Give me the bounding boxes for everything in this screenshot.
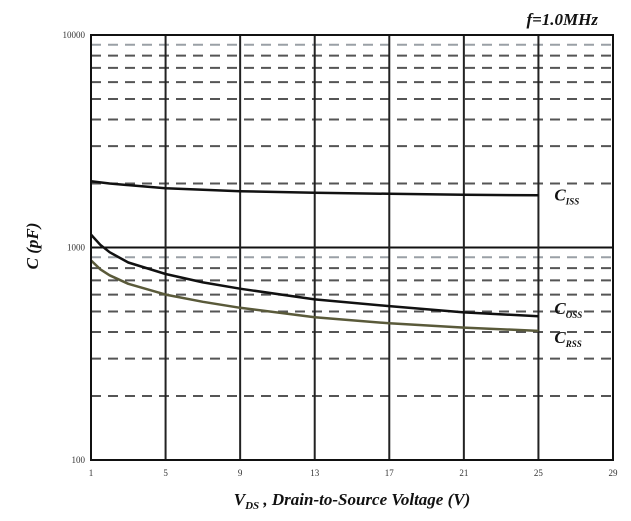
series-label-main: C <box>554 328 566 347</box>
y-tick-labels: 10000 1000 100 <box>63 30 86 465</box>
plot-frame <box>90 34 614 461</box>
x-axis-label: VDS , Drain-to-Source Voltage (V) <box>234 490 471 512</box>
x-axis-label-sub: DS <box>244 500 259 512</box>
series-label-sub: OSS <box>566 310 583 320</box>
x-axis-label-rest: , Drain-to-Source Voltage (V) <box>259 490 470 509</box>
series-label-rss: CRSS <box>554 328 581 349</box>
x-tick-labels: 1 5 9 13 17 21 25 29 <box>89 468 618 478</box>
x-tick-label: 5 <box>163 468 168 478</box>
series-label-sub: ISS <box>565 196 580 206</box>
series-line-oss <box>90 233 539 318</box>
x-tick-label: 13 <box>310 468 320 478</box>
x-tick-label: 29 <box>609 468 619 478</box>
frequency-annotation: f=1.0MHz <box>526 10 598 29</box>
series-line-rss <box>90 259 539 333</box>
series-label-main: C <box>554 185 566 204</box>
series-label-iss: CISS <box>554 185 579 206</box>
series-label-main: C <box>554 299 566 318</box>
series-line-iss <box>90 180 539 197</box>
x-tick-label: 1 <box>89 468 94 478</box>
x-tick-label: 17 <box>385 468 395 478</box>
x-axis-label-v: V <box>234 490 247 509</box>
x-tick-label: 25 <box>534 468 544 478</box>
y-tick-label: 1000 <box>67 243 86 253</box>
series-label-sub: RSS <box>565 339 582 349</box>
y-tick-label: 100 <box>72 455 86 465</box>
y-tick-label: 10000 <box>63 30 86 40</box>
y-axis-label: C (pF) <box>23 223 42 270</box>
series-group <box>90 180 539 333</box>
x-tick-label: 21 <box>459 468 468 478</box>
series-label-oss: COSS <box>554 299 582 320</box>
x-tick-label: 9 <box>238 468 243 478</box>
